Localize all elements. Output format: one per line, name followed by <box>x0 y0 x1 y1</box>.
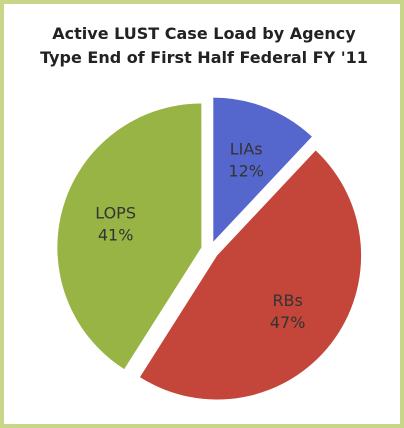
pie-slice <box>57 103 202 370</box>
chart-title: Active LUST Case Load by Agency Type End… <box>40 24 368 67</box>
slice-category: RBs <box>272 291 302 310</box>
slice-value: 41% <box>98 226 134 245</box>
slice-value: 47% <box>270 313 306 332</box>
slice-label: RBs 47% <box>270 291 306 332</box>
slice-value: 12% <box>228 162 264 181</box>
pie-slice <box>213 97 312 242</box>
slice-label: LOPS 41% <box>95 204 136 245</box>
slice-label: LIAs 12% <box>228 140 264 181</box>
slice-category: LIAs <box>230 140 263 159</box>
chart: LIAs 12% RBs 47% LOPS 41% <box>57 97 362 400</box>
pie-slice <box>139 150 362 400</box>
slice-category: LOPS <box>95 204 136 223</box>
